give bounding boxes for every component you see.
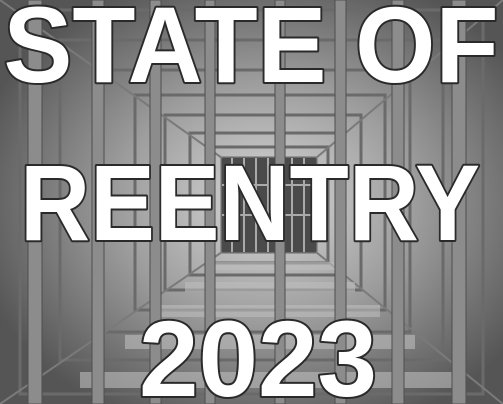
headline-line: 2023: [139, 298, 377, 404]
headline-line: STATE OF: [4, 0, 499, 105]
headline-line: REENTRY: [20, 142, 480, 263]
